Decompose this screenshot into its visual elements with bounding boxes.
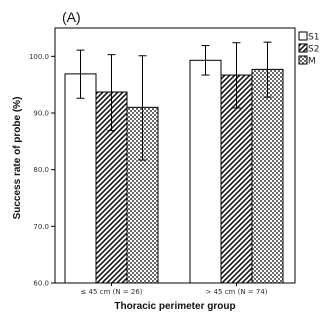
legend-swatch-s1 xyxy=(298,31,308,41)
x-category-label: > 45 cm (N = 74) xyxy=(205,288,267,296)
y-tick-label: 90.0 xyxy=(33,110,49,118)
plot-frame xyxy=(54,27,296,284)
x-category-label: ≤ 45 cm (N = 26) xyxy=(80,288,142,296)
bar-s1-1 xyxy=(64,73,97,284)
panel-label: (A) xyxy=(62,9,81,25)
bar-m-2 xyxy=(251,68,284,284)
x-axis-title: Thoracic perimeter group xyxy=(114,301,235,312)
legend-label-s1: S1 xyxy=(308,33,319,43)
legend: S1 S2 M xyxy=(298,31,319,67)
y-axis: 60.0 70.0 80.0 90.0 100.0 xyxy=(29,53,55,288)
y-tick-label: 60.0 xyxy=(33,280,49,288)
legend-swatch-m xyxy=(298,55,308,65)
bar-s1-2 xyxy=(189,59,222,284)
y-tick-label: 70.0 xyxy=(33,223,49,231)
legend-swatch-s2 xyxy=(298,43,308,53)
legend-label-m: M xyxy=(308,57,316,67)
y-tick-label: 80.0 xyxy=(33,166,49,174)
y-tick-label: 100.0 xyxy=(29,53,49,61)
legend-label-s2: S2 xyxy=(308,45,319,55)
bars-group xyxy=(64,41,284,284)
x-axis: ≤ 45 cm (N = 26) > 45 cm (N = 74) xyxy=(80,283,268,296)
y-axis-title: Success rate of probe (%) xyxy=(12,97,23,220)
